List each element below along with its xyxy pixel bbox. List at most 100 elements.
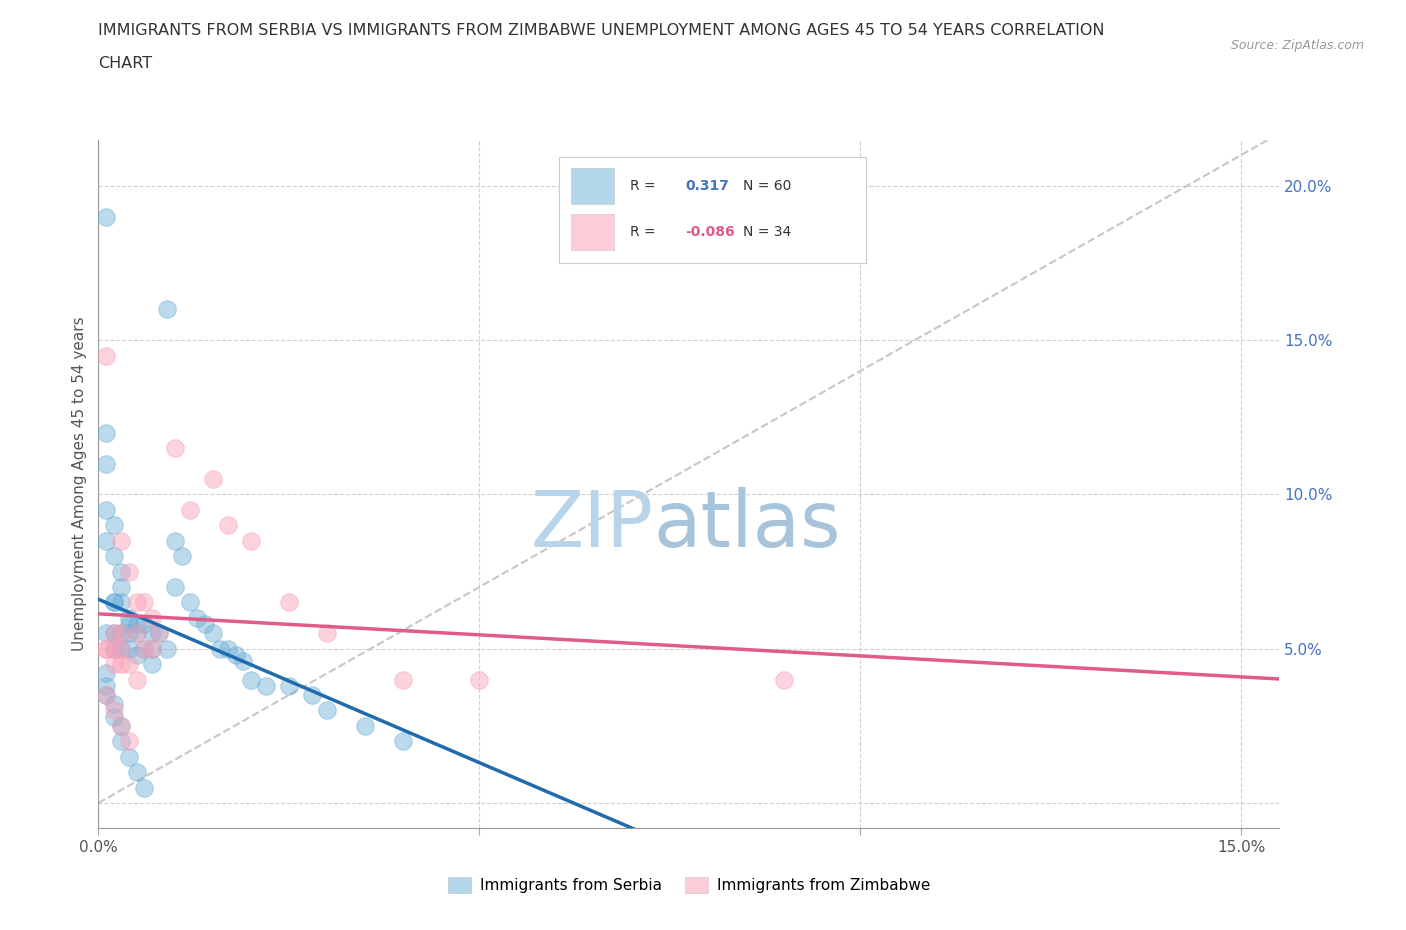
Point [125,764,148,779]
Point [110,595,132,610]
Point [94,502,117,517]
Point [392,734,415,749]
Point [110,734,132,749]
Point [94,425,117,440]
Point [94,626,117,641]
Point [134,642,156,657]
Point [118,610,141,625]
Point [232,654,254,669]
Point [103,642,125,657]
Point [110,718,132,733]
Point [141,610,163,625]
Point [172,549,194,564]
Point [301,687,323,702]
Point [94,348,117,363]
Point [103,697,125,711]
Point [125,626,148,641]
Point [163,579,186,594]
Point [392,672,415,687]
Text: CHART: CHART [98,56,152,71]
Point [354,718,377,733]
Text: IMMIGRANTS FROM SERBIA VS IMMIGRANTS FROM ZIMBABWE UNEMPLOYMENT AMONG AGES 45 TO: IMMIGRANTS FROM SERBIA VS IMMIGRANTS FRO… [98,23,1105,38]
Point [103,657,125,671]
Point [103,710,125,724]
Point [110,579,132,594]
Point [103,626,125,641]
Point [163,533,186,548]
Point [156,302,179,317]
Point [94,456,117,471]
Point [134,780,156,795]
Point [110,626,132,641]
Point [103,595,125,610]
Point [201,472,224,486]
Point [217,518,239,533]
Text: ZIP: ZIP [530,487,654,563]
Point [118,734,141,749]
Point [239,533,262,548]
Point [141,626,163,641]
Point [110,626,132,641]
Point [316,626,339,641]
Point [103,549,125,564]
Point [118,617,141,631]
Point [110,657,132,671]
Point [94,687,117,702]
Point [239,672,262,687]
Point [125,647,148,662]
Point [225,647,247,662]
Point [94,678,117,693]
Point [110,718,132,733]
Point [141,657,163,671]
Point [118,565,141,579]
Point [94,687,117,702]
Point [179,502,201,517]
Point [94,533,117,548]
Point [118,657,141,671]
Point [277,595,299,610]
Point [125,595,148,610]
Text: Source: ZipAtlas.com: Source: ZipAtlas.com [1230,39,1364,52]
Point [134,595,156,610]
Point [118,750,141,764]
Y-axis label: Unemployment Among Ages 45 to 54 years: Unemployment Among Ages 45 to 54 years [72,316,87,651]
Point [194,617,217,631]
Point [125,626,148,641]
Point [209,642,232,657]
Point [103,595,125,610]
Point [134,642,156,657]
Point [186,610,208,625]
Point [94,209,117,224]
Point [103,626,125,641]
Point [110,642,132,657]
Point [94,642,117,657]
Point [141,642,163,657]
Point [254,678,277,693]
Point [773,672,796,687]
Point [118,642,141,657]
Point [125,617,148,631]
Point [110,533,132,548]
Point [201,626,224,641]
Point [277,678,299,693]
Point [103,518,125,533]
Point [118,626,141,641]
Point [110,642,132,657]
Point [125,672,148,687]
Point [179,595,201,610]
Point [316,703,339,718]
Point [156,642,179,657]
Point [103,703,125,718]
Point [468,672,491,687]
Point [217,642,239,657]
Point [134,617,156,631]
Point [148,626,170,641]
Legend: Immigrants from Serbia, Immigrants from Zimbabwe: Immigrants from Serbia, Immigrants from … [441,871,936,899]
Point [163,441,186,456]
Text: atlas: atlas [654,487,841,563]
Point [148,626,170,641]
Point [110,565,132,579]
Point [94,666,117,681]
Point [94,642,117,657]
Point [103,642,125,657]
